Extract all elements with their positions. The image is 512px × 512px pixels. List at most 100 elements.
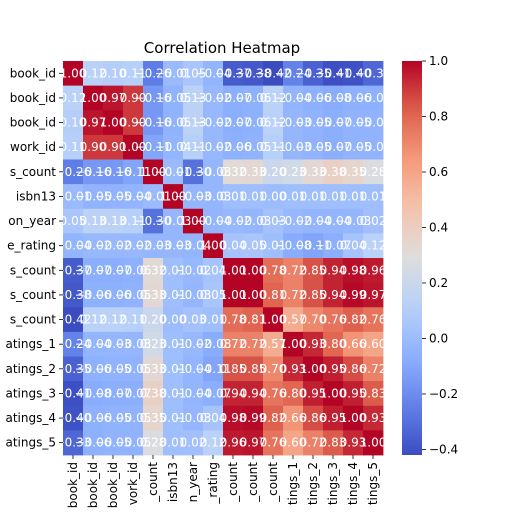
heatmap-cell bbox=[303, 258, 324, 284]
cell-value-label: 1.00 bbox=[360, 436, 387, 450]
heatmap-cell bbox=[363, 134, 384, 160]
cell-value-label: −0.11 bbox=[135, 140, 172, 154]
cell-value-label: 0.85 bbox=[300, 263, 327, 277]
cell-value-label: 0.86 bbox=[340, 362, 367, 376]
cell-value-label: 0.72 bbox=[300, 436, 327, 450]
cell-value-label: −0.04 bbox=[195, 66, 232, 80]
cell-value-label: 1.00 bbox=[100, 116, 127, 130]
cell-value-label: 0.11 bbox=[120, 313, 147, 327]
heatmap-cell bbox=[123, 208, 144, 234]
cell-value-label: −0.06 bbox=[75, 411, 112, 425]
heatmap-cell bbox=[243, 258, 264, 284]
heatmap-cell bbox=[283, 159, 304, 185]
cell-value-label: −0.02 bbox=[275, 214, 312, 228]
cell-value-label: −0.03 bbox=[235, 214, 272, 228]
cell-value-label: −0.02 bbox=[195, 140, 232, 154]
cell-value-label: 0.05 bbox=[200, 288, 227, 302]
cell-value-label: 0.76 bbox=[260, 436, 287, 450]
cell-value-label: −0.04 bbox=[295, 214, 332, 228]
heatmap-cell bbox=[83, 307, 104, 333]
cell-value-label: 1.00 bbox=[80, 91, 107, 105]
cell-value-label: 0.04 bbox=[220, 239, 247, 253]
cell-value-label: −0.16 bbox=[75, 165, 112, 179]
heatmap-cell bbox=[143, 134, 164, 160]
heatmap-cell bbox=[283, 61, 304, 87]
heatmap-cell bbox=[143, 258, 164, 284]
heatmap-cell bbox=[183, 85, 204, 111]
heatmap-cell bbox=[363, 430, 384, 456]
heatmap-cell bbox=[103, 331, 124, 357]
cell-value-label: 0.90 bbox=[80, 140, 107, 154]
colorbar-tick-label: 0.8 bbox=[429, 109, 448, 123]
cell-value-label: −0.06 bbox=[215, 140, 252, 154]
cell-value-label: 0.01 bbox=[160, 337, 187, 351]
heatmap-cell bbox=[303, 331, 324, 357]
y-tick-label: atings_3 bbox=[5, 386, 56, 400]
cell-value-label: 0.83 bbox=[360, 386, 387, 400]
y-tick-label: s_count bbox=[10, 165, 56, 179]
cell-value-label: 0.02 bbox=[360, 214, 387, 228]
heatmap-cell bbox=[143, 405, 164, 431]
heatmap-cell bbox=[63, 110, 84, 136]
cell-value-label: −0.42 bbox=[55, 313, 92, 327]
heatmap-cell bbox=[83, 184, 104, 210]
heatmap-cell bbox=[343, 61, 364, 87]
heatmap-cell bbox=[183, 430, 204, 456]
y-tick-label: book_id bbox=[10, 66, 56, 80]
cell-value-label: −0.07 bbox=[95, 263, 132, 277]
cell-value-label: −0.05 bbox=[155, 116, 192, 130]
cell-value-label: 0.01 bbox=[160, 436, 187, 450]
heatmap-cell bbox=[343, 184, 364, 210]
heatmap-cell bbox=[243, 61, 264, 87]
cell-value-label: 0.12 bbox=[80, 313, 107, 327]
heatmap-cell bbox=[303, 61, 324, 87]
cell-value-label: −0.38 bbox=[235, 66, 272, 80]
cell-value-label: 0.97 bbox=[100, 91, 127, 105]
cell-value-label: 0.94 bbox=[320, 288, 347, 302]
heatmap-cell bbox=[203, 85, 224, 111]
cell-value-label: 0.72 bbox=[220, 337, 247, 351]
heatmap-cell bbox=[103, 61, 124, 87]
cell-value-label: 0.78 bbox=[220, 313, 247, 327]
cell-value-label: 1.00 bbox=[180, 214, 207, 228]
heatmap-cell bbox=[243, 331, 264, 357]
heatmap-cell bbox=[363, 356, 384, 382]
cell-value-label: −0.01 bbox=[155, 66, 192, 80]
cell-value-label: 0.57 bbox=[260, 337, 287, 351]
cell-value-label: 1.00 bbox=[300, 362, 327, 376]
heatmap-cell bbox=[263, 110, 284, 136]
x-tick-label: _count bbox=[226, 462, 240, 503]
cell-value-label: 0.11 bbox=[180, 140, 207, 154]
cell-value-label: −0.05 bbox=[335, 116, 372, 130]
colorbar-tick-label: 0.6 bbox=[429, 165, 448, 179]
heatmap-cell bbox=[163, 405, 184, 431]
heatmap-cell bbox=[343, 356, 364, 382]
heatmap-cell bbox=[343, 134, 364, 160]
heatmap-cell bbox=[63, 381, 84, 407]
cell-value-label: −0.30 bbox=[135, 214, 172, 228]
heatmap-cell bbox=[243, 430, 264, 456]
heatmap-cell bbox=[343, 110, 364, 136]
cell-value-label: 0.93 bbox=[280, 362, 307, 376]
cell-value-label: 0.23 bbox=[280, 165, 307, 179]
x-tick-label: _count bbox=[246, 462, 260, 503]
cell-value-label: −0.05 bbox=[95, 436, 132, 450]
cell-value-label: 0.12 bbox=[100, 313, 127, 327]
heatmap-cell bbox=[323, 258, 344, 284]
cell-value-label: 0.82 bbox=[260, 411, 287, 425]
cell-value-label: 0.72 bbox=[280, 263, 307, 277]
heatmap-cell bbox=[323, 134, 344, 160]
heatmap-cell bbox=[323, 110, 344, 136]
heatmap-cell bbox=[123, 331, 144, 357]
y-tick-label: e_rating bbox=[7, 239, 56, 253]
heatmap-cell bbox=[283, 184, 304, 210]
heatmap-cell bbox=[323, 331, 344, 357]
cell-value-label: −0.06 bbox=[235, 91, 272, 105]
cell-value-label: 0.01 bbox=[220, 189, 247, 203]
cell-value-label: 0.81 bbox=[240, 313, 267, 327]
cell-value-label: 0.33 bbox=[140, 362, 167, 376]
heatmap-cell bbox=[83, 258, 104, 284]
cell-value-label: 1.00 bbox=[220, 263, 247, 277]
heatmap-cell bbox=[63, 61, 84, 87]
heatmap-cell bbox=[283, 381, 304, 407]
